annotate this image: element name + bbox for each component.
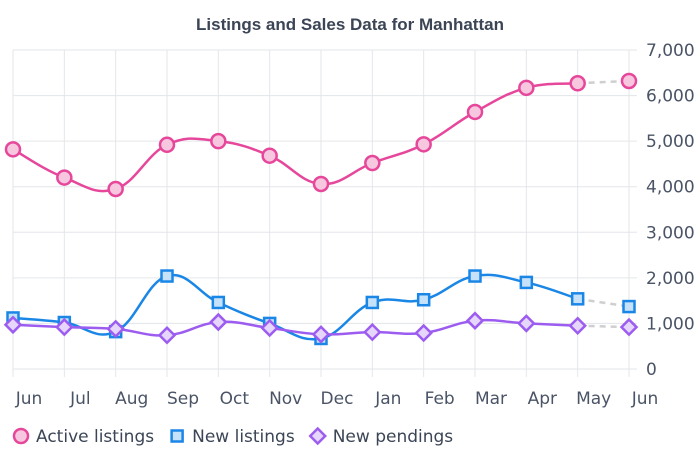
y-tick-label: 7,000 (646, 41, 695, 61)
y-axis: 0 1,000 2,000 3,000 4,000 5,000 6,000 7,000 (646, 41, 695, 380)
legend-label: New listings (192, 427, 295, 447)
chart-title: Listings and Sales Data for Manhattan (196, 15, 504, 34)
data-point (260, 318, 279, 338)
data-point (211, 295, 226, 310)
data-point (261, 147, 278, 164)
y-tick-label: 4,000 (646, 178, 695, 198)
data-point (311, 325, 331, 344)
y-tick-label: 5,000 (646, 132, 695, 152)
data-point (468, 269, 482, 283)
data-point (107, 180, 124, 198)
y-tick-label: 3,000 (646, 223, 695, 243)
data-point (518, 79, 535, 97)
data-point (519, 275, 534, 290)
series-new-pendings (3, 311, 639, 345)
legend-item[interactable]: New listings (170, 427, 295, 447)
data-point (160, 269, 174, 283)
data-point (364, 154, 381, 172)
x-tick-label: Oct (220, 389, 250, 409)
legend-label: Active listings (36, 427, 154, 447)
circle-marker-icon (12, 427, 30, 445)
x-axis: Jun Jul Aug Sep Oct Nov Dec Jan Feb Mar Apr May Jun (15, 389, 659, 409)
projection-line (577, 297, 630, 308)
series-line (12, 82, 578, 193)
data-point (569, 75, 586, 92)
data-point (4, 141, 22, 158)
data-point (414, 323, 433, 343)
data-point (466, 103, 484, 121)
data-point (517, 314, 536, 333)
x-tick-label: Dec (321, 389, 354, 409)
data-point (210, 132, 227, 150)
diamond-marker-icon (308, 426, 327, 446)
legend-label: New pendings (333, 427, 454, 447)
x-tick-label: Nov (269, 389, 302, 409)
y-tick-label: 6,000 (646, 87, 695, 107)
data-point (570, 292, 585, 306)
data-point (363, 322, 382, 342)
legend: Active listings New listings New pendings (12, 426, 454, 447)
projection-line (577, 79, 630, 85)
data-point (568, 316, 587, 335)
projection-line (577, 324, 630, 329)
data-point (209, 312, 228, 332)
data-point (158, 136, 176, 154)
x-tick-label: Jun (631, 389, 659, 409)
data-point (416, 292, 431, 307)
x-tick-label: Jul (69, 389, 91, 409)
legend-item[interactable]: New pendings (308, 426, 454, 447)
y-tick-label: 2,000 (646, 269, 695, 289)
series-active-listings (4, 72, 638, 198)
data-point (56, 169, 73, 186)
data-point (365, 295, 380, 310)
data-point (106, 319, 125, 339)
data-point (622, 299, 636, 314)
x-tick-label: Feb (425, 389, 455, 409)
x-tick-label: Mar (475, 389, 507, 409)
x-tick-label: Jan (374, 389, 401, 409)
data-point (619, 317, 639, 337)
data-point (3, 315, 23, 335)
data-point (465, 311, 485, 330)
legend-item[interactable]: Active listings (12, 427, 154, 447)
data-point (415, 136, 432, 153)
data-point (312, 175, 330, 193)
series-group (3, 72, 639, 346)
square-marker-icon (170, 429, 184, 443)
x-tick-label: Apr (528, 389, 557, 409)
data-point (55, 317, 74, 337)
x-tick-label: May (576, 389, 611, 409)
x-tick-label: Sep (167, 389, 199, 409)
x-tick-label: Jun (15, 389, 43, 409)
y-tick-label: 1,000 (646, 314, 695, 334)
data-point (620, 72, 638, 90)
series-line (12, 273, 579, 341)
y-tick-label: 0 (646, 360, 657, 380)
x-tick-label: Aug (115, 389, 148, 409)
data-point (157, 326, 177, 345)
